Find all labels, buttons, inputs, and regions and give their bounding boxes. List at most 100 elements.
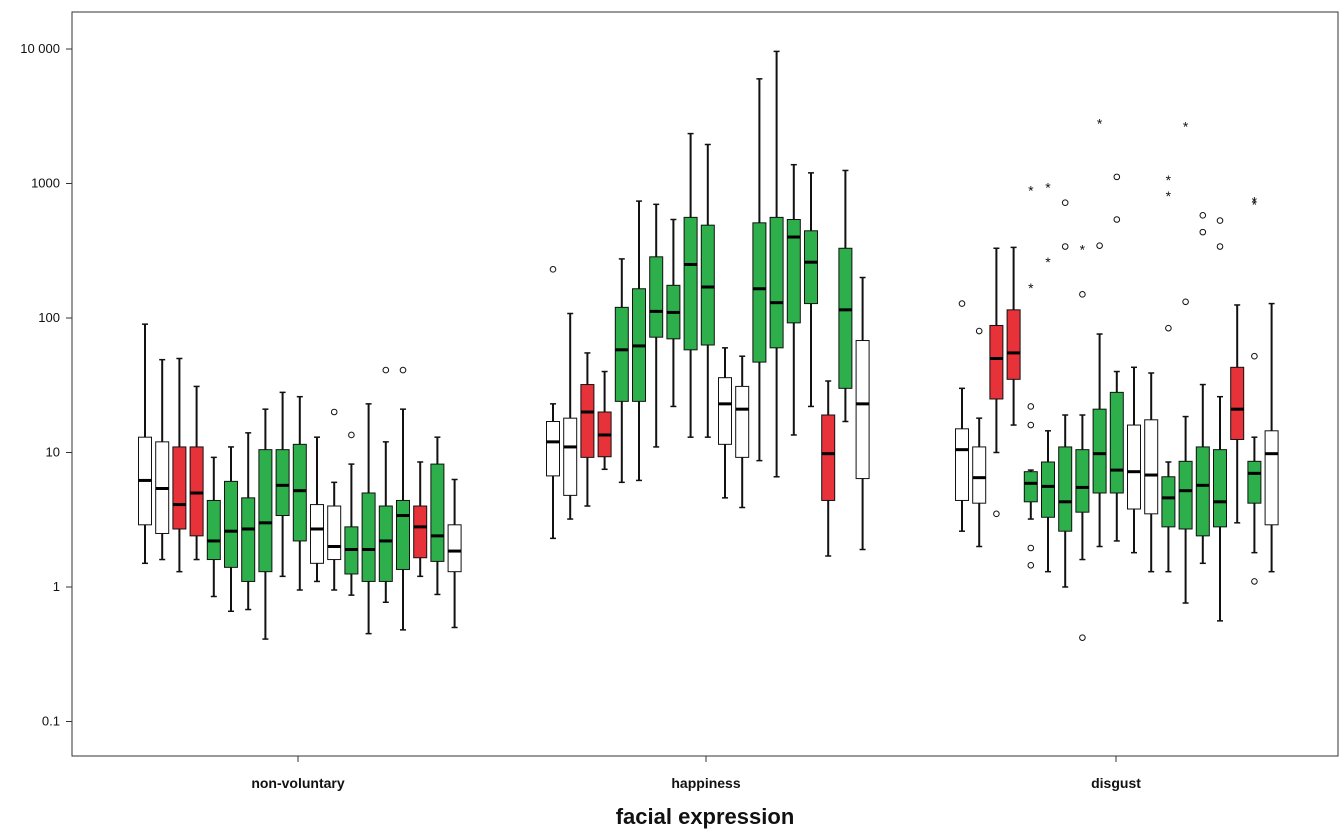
- extreme-point: *: [1080, 241, 1086, 257]
- box-iqr: [804, 230, 818, 305]
- box-red: [821, 380, 836, 557]
- outlier-point: [399, 366, 407, 374]
- outlier-point: [975, 327, 983, 335]
- box-green: **: [1161, 172, 1176, 573]
- outlier-point: [1113, 216, 1121, 223]
- box-iqr: [989, 324, 1004, 400]
- box-green: [258, 408, 273, 640]
- outlier-point: [1061, 243, 1069, 250]
- box-iqr: [1041, 461, 1055, 518]
- box-iqr: [241, 497, 256, 582]
- box-white: [735, 355, 750, 509]
- extreme-point: *: [1183, 118, 1189, 134]
- box-green: **: [1023, 183, 1038, 569]
- box-iqr: [1213, 449, 1227, 528]
- y-tick-label: 10 000: [20, 41, 60, 56]
- box-iqr: [1161, 476, 1176, 528]
- outlier-point: [1251, 352, 1258, 360]
- box-iqr: [1178, 460, 1193, 530]
- outlier-point: [1113, 173, 1121, 181]
- outlier-point: [330, 408, 338, 416]
- box-green: [752, 78, 767, 462]
- box-iqr: [206, 499, 221, 561]
- outlier-point: [1079, 291, 1086, 298]
- outlier-point: [1199, 228, 1207, 236]
- outlier-point: [1096, 242, 1103, 249]
- box-red: [580, 352, 595, 507]
- box-green: [700, 143, 715, 438]
- outlier-point: [1027, 544, 1035, 552]
- extreme-point: *: [1252, 197, 1258, 213]
- extreme-point: *: [1028, 280, 1034, 296]
- box-iqr: [735, 385, 750, 458]
- box-green: [632, 200, 646, 482]
- box-iqr: [275, 449, 290, 517]
- box-red: [413, 461, 428, 578]
- box-iqr: [546, 421, 560, 477]
- box-red: [189, 385, 204, 561]
- box-red: [989, 247, 1004, 518]
- box-iqr: [683, 216, 698, 351]
- x-tick-label: non-voluntary: [251, 775, 345, 791]
- box-iqr: [769, 216, 784, 349]
- box-red: [172, 357, 187, 573]
- box-series: ***********: [138, 50, 1279, 641]
- box-iqr: [1023, 471, 1038, 503]
- box-green: [344, 431, 359, 596]
- extreme-point: *: [1045, 254, 1051, 270]
- box-iqr: [327, 505, 342, 561]
- outlier-point: [1199, 212, 1207, 219]
- box-iqr: [413, 505, 428, 559]
- box-green: [361, 403, 376, 635]
- outlier-point: [1216, 243, 1224, 250]
- outlier-point: [1182, 298, 1189, 306]
- outlier-point: [993, 510, 1000, 518]
- x-axis-title: facial expression: [616, 804, 795, 829]
- box-green: [378, 366, 393, 604]
- box-white: [138, 323, 152, 565]
- outlier-point: [348, 431, 355, 439]
- box-iqr: [1058, 446, 1073, 532]
- box-green: [1213, 217, 1227, 622]
- box-green: [292, 395, 307, 591]
- y-tick-label: 1000: [31, 176, 60, 191]
- extreme-point: *: [1097, 115, 1103, 131]
- box-green: [396, 366, 410, 631]
- y-tick-label: 1: [53, 579, 60, 594]
- y-tick-label: 0.1: [42, 714, 60, 729]
- plot-area: [71, 11, 1339, 757]
- box-green: [1109, 173, 1124, 542]
- box-white: [855, 276, 870, 551]
- box-white: [1127, 366, 1141, 554]
- box-green: [683, 132, 698, 438]
- box-iqr: [1264, 430, 1279, 526]
- box-red: [1006, 246, 1021, 426]
- outlier-point: [1251, 578, 1258, 585]
- y-axis: 0.1 1 10 100 1000 10 000: [20, 41, 72, 729]
- outlier-point: [1079, 634, 1086, 641]
- box-iqr: [1075, 449, 1090, 513]
- outlier-point: [1216, 217, 1224, 224]
- x-axis: non-voluntary happiness disgust: [251, 756, 1141, 791]
- box-white: [310, 436, 324, 583]
- box-iqr: [310, 504, 324, 564]
- box-iqr: [786, 218, 801, 324]
- box-iqr: [258, 449, 273, 573]
- box-green: [804, 172, 818, 408]
- box-iqr: [1127, 424, 1141, 510]
- box-white: [955, 300, 969, 532]
- box-iqr: [1247, 460, 1262, 504]
- x-tick-label: disgust: [1091, 775, 1141, 791]
- box-green: [206, 456, 221, 598]
- outlier-point: [1027, 403, 1035, 410]
- box-iqr: [447, 524, 462, 573]
- box-green: [1195, 212, 1210, 565]
- box-iqr: [955, 428, 969, 501]
- box-iqr: [292, 443, 307, 542]
- box-iqr: [855, 340, 870, 480]
- box-iqr: [580, 384, 595, 458]
- box-green: [786, 163, 801, 436]
- box-white: [718, 347, 732, 499]
- box-iqr: [1092, 408, 1107, 494]
- outlier-point: [1027, 561, 1035, 569]
